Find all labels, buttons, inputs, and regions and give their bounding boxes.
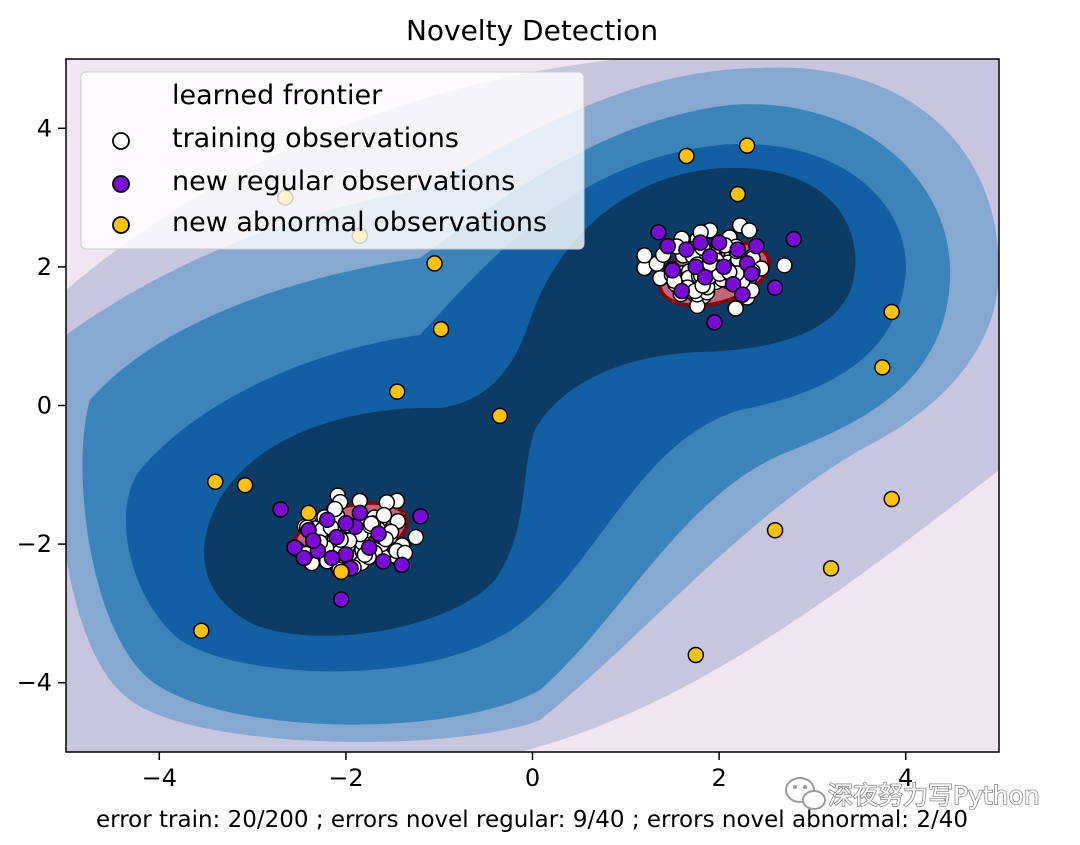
legend-marker-abnormal (112, 216, 130, 234)
regular-point (328, 528, 345, 546)
regular-point (766, 279, 784, 296)
abnormal-point (766, 521, 784, 539)
x-tick-label: −2 (328, 764, 363, 792)
legend-marker-training (112, 132, 130, 150)
regular-point (706, 314, 723, 331)
y-tick-label: 0 (37, 392, 52, 420)
legend-box (80, 71, 585, 250)
y-axis: −4 −2 0 2 4 (17, 114, 66, 697)
wechat-icon (785, 777, 826, 810)
y-tick-label: 2 (37, 253, 52, 281)
abnormal-point (491, 407, 509, 425)
legend-label-regular: new regular observations (172, 166, 515, 197)
abnormal-point (193, 622, 210, 639)
abnormal-point (207, 473, 224, 490)
training-point (741, 222, 758, 239)
legend-marker-regular (112, 175, 130, 193)
regular-point (734, 286, 751, 303)
new-regular-observations (272, 224, 802, 608)
regular-point (650, 224, 667, 241)
legend-label-frontier: learned frontier (172, 80, 383, 111)
regular-point (724, 275, 742, 293)
regular-point (748, 237, 765, 255)
training-point (375, 506, 393, 524)
legend: learned frontier training observations n… (80, 71, 585, 250)
watermark: 深夜努力写Python (785, 777, 1040, 811)
regular-point (360, 539, 378, 556)
regular-point (304, 532, 322, 549)
regular-point (323, 549, 341, 567)
regular-point (286, 539, 303, 556)
abnormal-point (300, 504, 317, 522)
x-tick-label: 4 (898, 764, 913, 792)
regular-point (785, 230, 802, 248)
regular-point (318, 511, 336, 529)
y-tick-label: −4 (17, 669, 52, 697)
regular-point (687, 258, 705, 276)
x-tick-label: −4 (142, 764, 177, 792)
abnormal-point (874, 359, 891, 376)
regular-point (272, 501, 289, 518)
abnormal-point (236, 476, 254, 494)
training-point (407, 528, 425, 546)
abnormal-point (332, 563, 350, 581)
regular-point (673, 282, 691, 300)
regular-point (710, 234, 728, 251)
regular-point (337, 546, 355, 563)
abnormal-point (738, 137, 756, 154)
training-point (776, 257, 793, 274)
x-axis: −4 −2 0 2 4 (142, 752, 913, 792)
regular-point (351, 504, 369, 522)
legend-label-training: training observations (172, 123, 459, 154)
regular-point (374, 553, 392, 570)
regular-point (332, 591, 350, 608)
abnormal-point (432, 321, 450, 338)
abnormal-point (883, 303, 900, 321)
x-tick-label: 0 (525, 764, 540, 792)
abnormal-point (678, 147, 695, 165)
training-point (727, 300, 744, 317)
regular-point (393, 556, 411, 574)
watermark-text: 深夜努力写Python (828, 781, 1040, 810)
y-tick-label: −2 (17, 530, 52, 558)
regular-point (715, 258, 733, 276)
regular-point (678, 241, 695, 258)
training-point (636, 247, 653, 264)
regular-point (370, 525, 387, 542)
legend-label-abnormal: new abnormal observations (172, 207, 547, 238)
regular-point (696, 269, 714, 286)
regular-point (743, 265, 761, 283)
abnormal-point (388, 383, 406, 400)
regular-point (412, 508, 429, 525)
abnormal-point (687, 646, 705, 664)
x-axis-label: error train: 20/200 ; errors novel regul… (96, 807, 968, 833)
x-tick-label: 2 (711, 764, 726, 792)
regular-point (701, 248, 719, 265)
abnormal-point (822, 560, 840, 577)
regular-point (295, 549, 313, 567)
y-tick-label: 4 (37, 114, 52, 142)
abnormal-point (426, 255, 443, 272)
abnormal-point (729, 185, 747, 203)
regular-point (729, 241, 747, 258)
chart-title: Novelty Detection (406, 14, 658, 47)
regular-point (692, 234, 709, 251)
abnormal-point (883, 490, 900, 508)
regular-point (659, 237, 677, 255)
regular-point (337, 515, 355, 532)
regular-point (664, 262, 681, 279)
